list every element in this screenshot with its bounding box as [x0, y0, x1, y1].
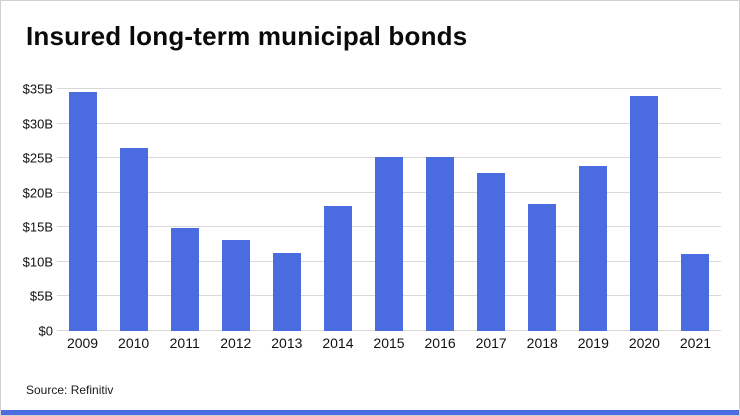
- y-tick-label: $0: [38, 323, 53, 339]
- x-tick-label: 2016: [424, 335, 456, 351]
- x-tick-label: 2012: [220, 335, 252, 351]
- bar-2013: [272, 252, 301, 331]
- bar-cell: [415, 89, 466, 331]
- x-tick-label: 2020: [628, 335, 660, 351]
- bar-cell: [159, 89, 210, 331]
- x-tick-label: 2010: [118, 335, 150, 351]
- y-tick-label: $25B: [22, 150, 53, 166]
- bar-cell: [466, 89, 517, 331]
- bar-2011: [170, 227, 199, 331]
- bar-cell: [57, 89, 108, 331]
- source-caption: Source: Refinitiv: [26, 383, 114, 397]
- bar-cell: [670, 89, 721, 331]
- bar-2015: [375, 157, 403, 331]
- bar-cell: [568, 89, 619, 331]
- bar-2014: [323, 205, 352, 331]
- x-tick-label: 2013: [271, 335, 303, 351]
- x-tick-label: 2014: [322, 335, 354, 351]
- bar-cell: [312, 89, 363, 331]
- y-tick-label: $15B: [22, 219, 53, 235]
- bottom-accent-strip: [1, 410, 739, 415]
- bar-cell: [108, 89, 159, 331]
- y-tick-label: $30B: [22, 116, 53, 132]
- y-tick-label: $5B: [29, 288, 53, 304]
- x-tick-label: 2011: [169, 335, 200, 351]
- bar-cell: [261, 89, 312, 331]
- x-tick-label: 2021: [679, 335, 712, 351]
- bar-2019: [579, 166, 608, 331]
- y-tick-label: $35B: [22, 81, 53, 97]
- bars-container: [57, 89, 721, 331]
- bar-2017: [477, 172, 506, 331]
- bar-2020: [630, 95, 659, 331]
- bar-2012: [221, 239, 250, 331]
- bar-2009: [68, 92, 97, 331]
- y-axis-labels: $0 $5B $10B $15B $20B $25B $30B $35B: [13, 82, 57, 339]
- x-tick-label: 2015: [373, 335, 405, 351]
- plot-row: $0 $5B $10B $15B $20B $25B $30B $35B: [13, 82, 721, 339]
- bar-2021: [681, 254, 710, 331]
- y-tick-label: $20B: [22, 185, 53, 201]
- x-tick-label: 2009: [66, 335, 99, 351]
- gridline: [57, 122, 721, 124]
- bar-cell: [210, 89, 261, 331]
- x-tick-label: 2019: [577, 335, 609, 351]
- x-tick-label: 2017: [475, 335, 507, 351]
- y-tick-label: $10B: [22, 254, 53, 270]
- bar-2018: [528, 203, 557, 331]
- gridline: [57, 88, 721, 89]
- bar-chart: $0 $5B $10B $15B $20B $25B $30B $35B 2009 2010 20…: [13, 82, 721, 351]
- bar-2016: [426, 156, 455, 331]
- chart-title: Insured long-term municipal bonds: [26, 21, 468, 51]
- x-tick-label: 2018: [526, 335, 558, 351]
- bar-cell: [619, 89, 670, 331]
- plot-area: [57, 88, 721, 331]
- bar-cell: [363, 89, 414, 331]
- x-axis-labels: 2009 2010 2011 2012 2013 2014 2015 2016 2017 2018…: [57, 335, 721, 351]
- bar-2010: [119, 148, 148, 331]
- bar-cell: [517, 89, 568, 331]
